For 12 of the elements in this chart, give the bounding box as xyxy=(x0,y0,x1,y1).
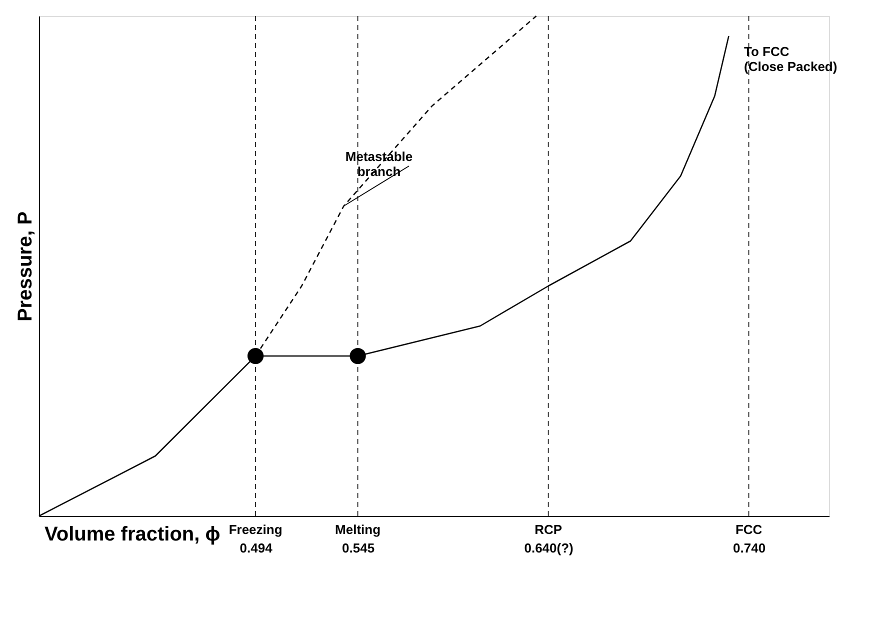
annotation: To FCC (Close Packed) xyxy=(744,44,838,74)
annotation: Melting xyxy=(335,522,381,537)
annotation: Freezing xyxy=(228,522,282,537)
x-axis-title: Volume fraction, ϕ xyxy=(44,524,220,546)
x-tick-label: 0.545 xyxy=(342,540,375,556)
y-axis-title: Pressure, P xyxy=(14,211,36,322)
annotation: RCP xyxy=(534,522,562,537)
x-tick-label: 0.494 xyxy=(240,540,274,556)
x-tick-label: 0.740 xyxy=(733,540,766,556)
annotation: FCC xyxy=(735,522,763,537)
annotation: Metastable branch xyxy=(345,149,413,179)
x-tick-label: 0.640(?) xyxy=(524,540,574,556)
